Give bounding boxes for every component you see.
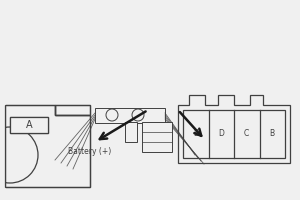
- Bar: [0, 103, 6, 189]
- Text: A: A: [26, 120, 32, 130]
- Circle shape: [106, 109, 118, 121]
- Bar: [10, 117, 48, 133]
- Text: A: A: [26, 120, 32, 130]
- Text: Battery (+): Battery (+): [68, 148, 111, 156]
- Text: E: E: [194, 130, 198, 138]
- Bar: [183, 110, 285, 158]
- FancyBboxPatch shape: [95, 108, 165, 123]
- FancyBboxPatch shape: [125, 122, 137, 142]
- Text: C: C: [244, 130, 249, 138]
- Text: B: B: [270, 130, 275, 138]
- Bar: [10, 117, 48, 133]
- Text: D: D: [218, 130, 224, 138]
- FancyBboxPatch shape: [142, 122, 172, 152]
- Circle shape: [132, 109, 144, 121]
